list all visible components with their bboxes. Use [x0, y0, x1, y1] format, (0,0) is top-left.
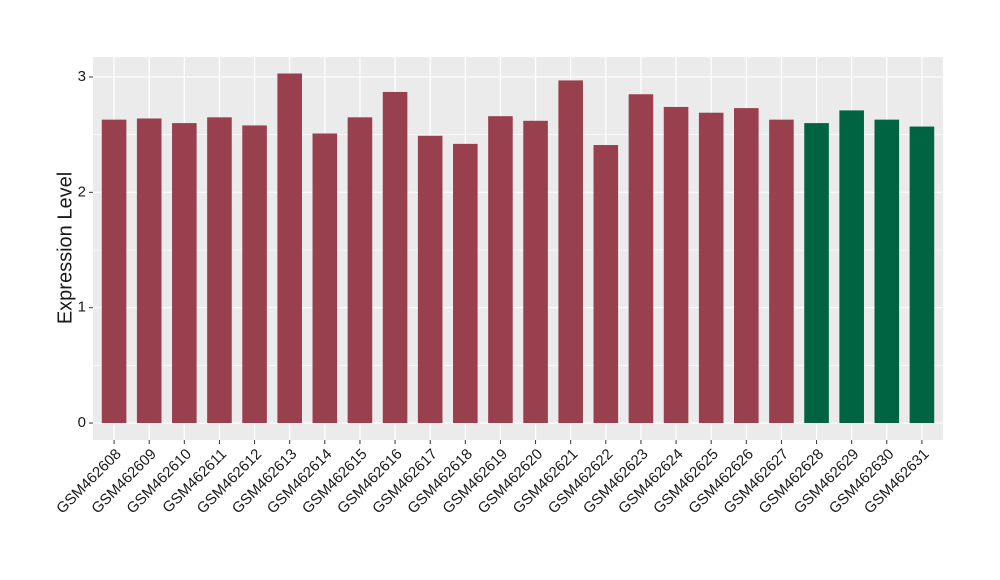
bar — [347, 117, 373, 424]
bar — [523, 120, 548, 424]
bar — [488, 116, 513, 424]
bar — [804, 123, 829, 424]
y-axis-title: Expression Level — [54, 172, 76, 324]
y-tick-label: 0 — [78, 414, 86, 431]
bar — [593, 145, 619, 424]
y-tick-label: 3 — [78, 68, 86, 85]
bar — [453, 143, 478, 424]
bar — [207, 117, 232, 424]
bar — [277, 73, 302, 424]
bar — [663, 106, 689, 424]
y-tick-label: 1 — [78, 299, 86, 316]
bar — [769, 119, 794, 424]
bar — [172, 123, 197, 424]
bar — [698, 112, 724, 424]
y-tick-label: 2 — [78, 183, 86, 200]
bar — [312, 133, 338, 424]
bar — [558, 80, 583, 424]
bar — [382, 91, 408, 424]
bar — [242, 125, 267, 424]
bar — [101, 119, 127, 424]
bar — [734, 108, 759, 424]
bar — [839, 110, 864, 424]
bar — [909, 126, 935, 424]
panel — [93, 57, 943, 440]
bar — [874, 119, 900, 424]
bar — [417, 135, 443, 424]
bar — [628, 94, 654, 424]
bar — [136, 118, 162, 424]
